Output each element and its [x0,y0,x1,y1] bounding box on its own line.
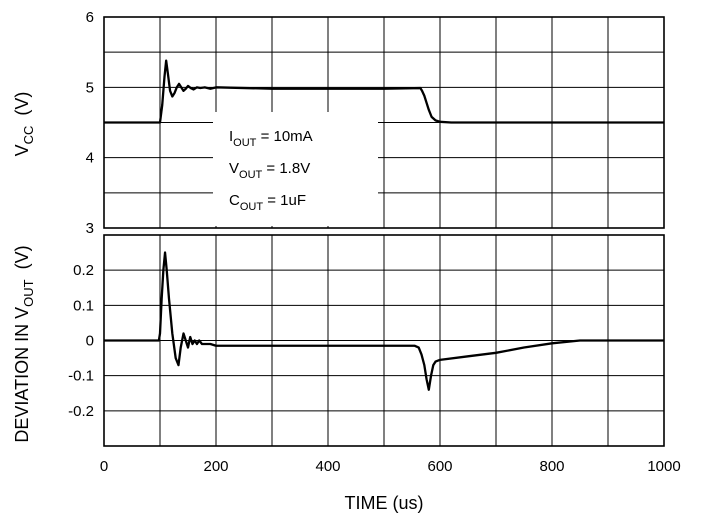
y-tick-label: -0.2 [68,403,94,420]
annotation-box [213,112,378,226]
x-tick-label: 400 [315,458,340,475]
bottom-y-ticks: -0.2 -0.1 0 0.1 0.2 [68,262,94,420]
y-tick-label: 0 [86,333,94,350]
y-tick-label: 4 [86,150,94,167]
top-series-line [104,59,664,124]
top-y-ticks: 3 4 5 6 [86,9,94,237]
y-tick-label: 0.1 [73,297,94,314]
y-tick-label: 6 [86,9,94,26]
top-y-axis-title: VCC (V) [12,92,36,157]
bottom-y-axis-title: DEVIATION IN VOUT (V) [12,245,36,442]
x-tick-label: 800 [539,458,564,475]
annotation-cout: COUT = 1uF [229,192,306,213]
y-tick-label: 5 [86,79,94,96]
y-tick-label: -0.1 [68,368,94,385]
x-tick-label: 0 [100,458,108,475]
x-tick-label: 200 [203,458,228,475]
x-axis-title: TIME (us) [345,493,424,513]
x-tick-label: 1000 [647,458,680,475]
annotation-vout: VOUT = 1.8V [229,160,310,181]
y-tick-label: 3 [86,220,94,237]
bottom-x-ticks: 0 200 400 600 800 1000 [100,458,681,475]
y-tick-label: 0.2 [73,262,94,279]
annotation-iout: IOUT = 10mA [229,128,313,149]
bottom-series-line [104,251,664,391]
x-tick-label: 600 [427,458,452,475]
